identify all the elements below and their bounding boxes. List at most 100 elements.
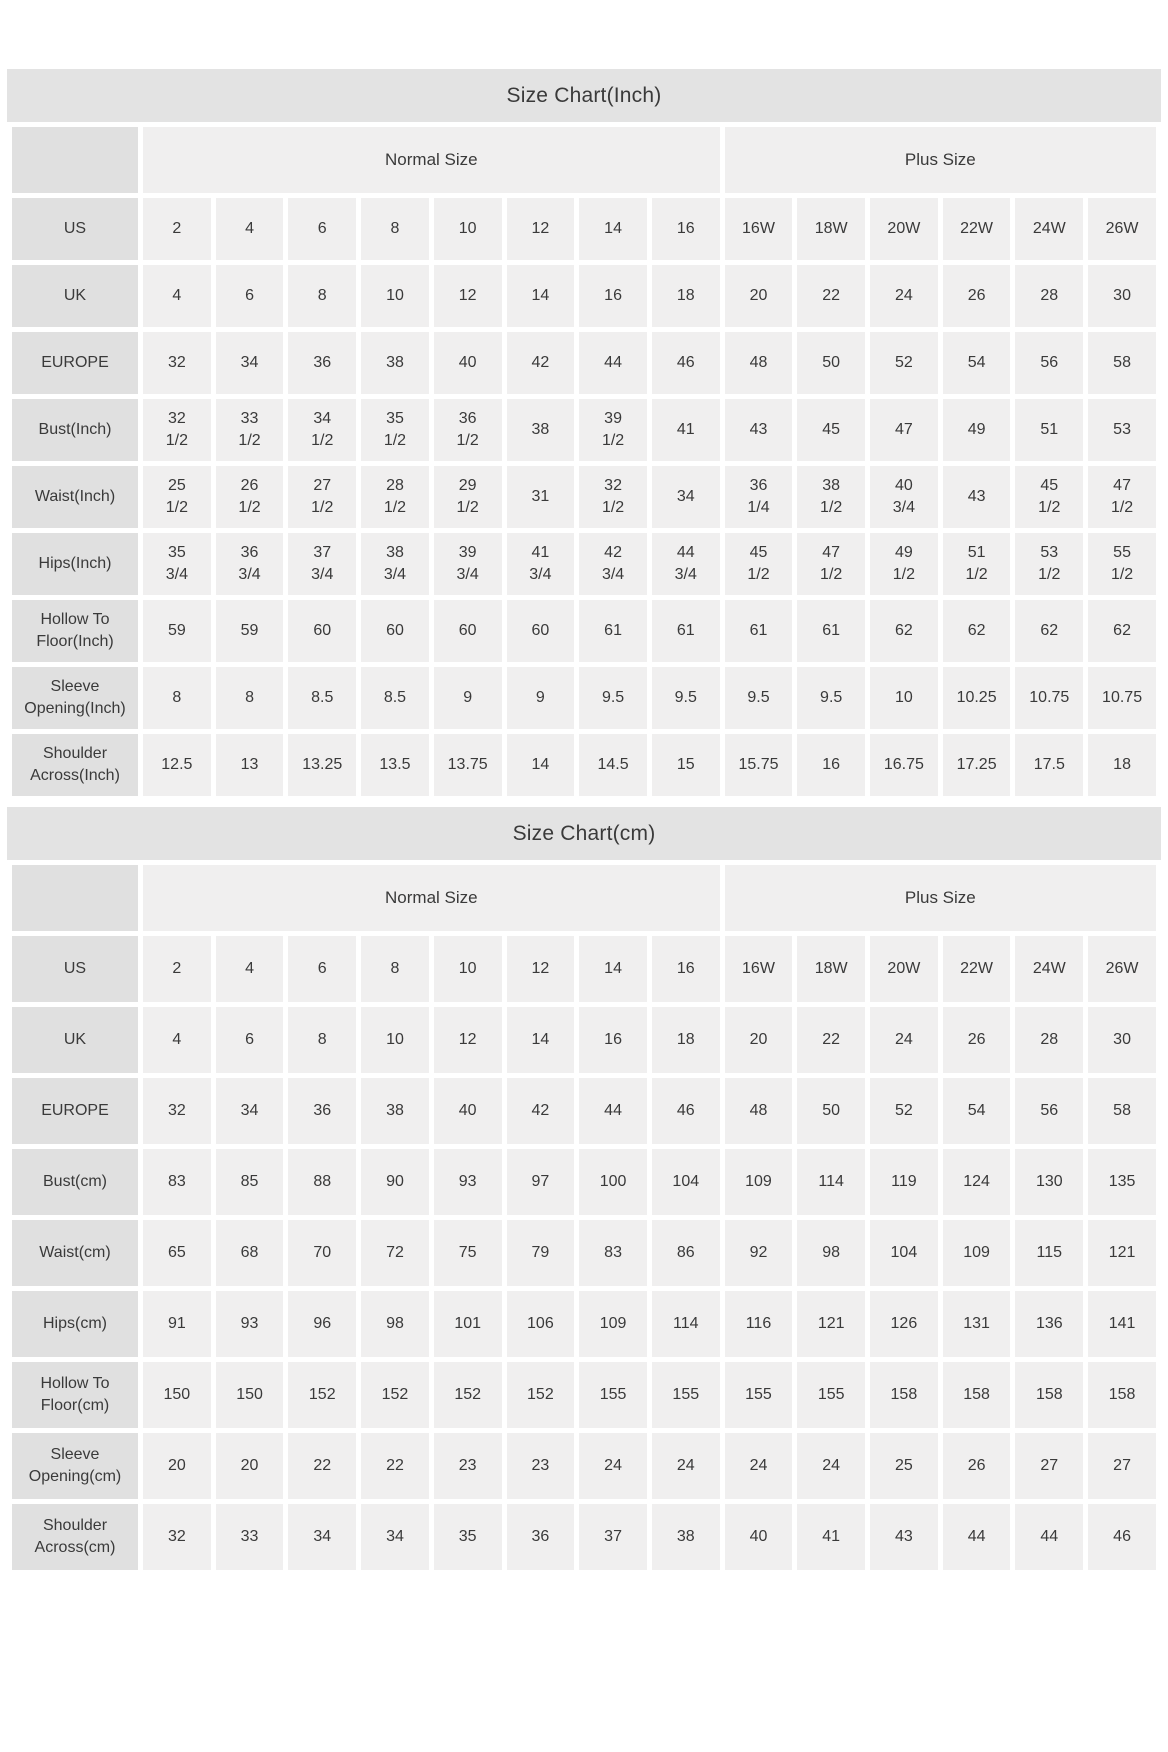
table-cell: 17.5 (1015, 734, 1084, 796)
table-cell: 62 (1088, 600, 1156, 662)
table-cell: 24 (579, 1433, 647, 1499)
column-group-plus-size: Plus Size (724, 865, 1156, 931)
table-cell: 36 1/4 (724, 466, 793, 528)
table-cell: 47 1/2 (797, 533, 866, 595)
table-cell: 155 (724, 1362, 793, 1428)
table-cell: 51 1/2 (942, 533, 1011, 595)
table-cell: 100 (579, 1149, 647, 1215)
table-cell: 30 (1088, 265, 1156, 327)
table-cell: 62 (1015, 600, 1084, 662)
table-cell: 27 (1088, 1433, 1156, 1499)
table-cell: 45 1/2 (724, 533, 793, 595)
table-cell: 26W (1088, 936, 1156, 1002)
table-cell: 12 (506, 936, 575, 1002)
row-label: UK (12, 1007, 138, 1073)
table-cell: 10 (870, 667, 938, 729)
table-cell: 75 (433, 1220, 502, 1286)
table-cell: 6 (215, 1007, 284, 1073)
table-cell: 93 (433, 1149, 502, 1215)
table-cell: 60 (361, 600, 429, 662)
table-cell: 59 (143, 600, 211, 662)
column-group-plus-size: Plus Size (724, 127, 1156, 193)
size-chart-cm-title: Size Chart(cm) (7, 807, 1161, 860)
table-cell: 101 (433, 1291, 502, 1357)
table-cell: 22W (942, 198, 1011, 260)
table-cell: 53 (1088, 399, 1156, 461)
column-group-normal-size: Normal Size (143, 127, 720, 193)
table-cell: 14 (579, 198, 647, 260)
table-cell: 17.25 (942, 734, 1011, 796)
size-table-inch: Normal Size Plus Size US 2 4 6 8 10 12 14 16 16W 18… (7, 122, 1161, 801)
table-cell: 20 (143, 1433, 211, 1499)
table-row: Waist(cm) 65 68 70 72 75 79 83 86 92 98 104 109 115 12… (12, 1220, 1156, 1286)
table-cell: 152 (506, 1362, 575, 1428)
table-cell: 34 (215, 332, 284, 394)
table-row: EUROPE 32 34 36 38 40 42 44 46 48 50 52 54 56 58 (12, 1078, 1156, 1144)
table-cell: 106 (506, 1291, 575, 1357)
table-cell: 44 (1015, 1504, 1084, 1570)
table-cell: 16 (579, 265, 647, 327)
row-label: EUROPE (12, 1078, 138, 1144)
table-cell: 18 (651, 265, 720, 327)
table-cell: 22 (288, 1433, 357, 1499)
table-cell: 93 (215, 1291, 284, 1357)
table-cell: 10 (433, 198, 502, 260)
table-cell: 52 (870, 332, 938, 394)
table-cell: 24W (1015, 936, 1084, 1002)
table-cell: 10 (361, 265, 429, 327)
table-cell: 114 (651, 1291, 720, 1357)
table-cell: 16W (724, 198, 793, 260)
row-label: US (12, 936, 138, 1002)
table-cell: 98 (797, 1220, 866, 1286)
table-cell: 47 (870, 399, 938, 461)
table-cell: 8 (361, 198, 429, 260)
table-cell: 27 (1015, 1433, 1084, 1499)
table-cell: 35 1/2 (361, 399, 429, 461)
table-cell: 45 1/2 (1015, 466, 1084, 528)
corner-cell (12, 865, 138, 931)
table-cell: 24W (1015, 198, 1084, 260)
table-cell: 9.5 (724, 667, 793, 729)
table-cell: 9 (433, 667, 502, 729)
table-cell: 56 (1015, 1078, 1084, 1144)
table-cell: 10.25 (942, 667, 1011, 729)
table-cell: 25 1/2 (143, 466, 211, 528)
table-cell: 45 (797, 399, 866, 461)
table-cell: 91 (143, 1291, 211, 1357)
table-cell: 79 (506, 1220, 575, 1286)
table-cell: 42 3/4 (579, 533, 647, 595)
table-cell: 16.75 (870, 734, 938, 796)
table-cell: 2 (143, 936, 211, 1002)
table-cell: 158 (870, 1362, 938, 1428)
size-chart-inch-title: Size Chart(Inch) (7, 69, 1161, 122)
table-cell: 141 (1088, 1291, 1156, 1357)
table-row: US 2 4 6 8 10 12 14 16 16W 18W 20W 22W 24W 26W (12, 198, 1156, 260)
table-cell: 38 (651, 1504, 720, 1570)
row-label: Sleeve Opening(Inch) (12, 667, 138, 729)
table-cell: 14 (506, 265, 575, 327)
table-cell: 41 3/4 (506, 533, 575, 595)
table-cell: 85 (215, 1149, 284, 1215)
row-label: Bust(Inch) (12, 399, 138, 461)
row-label: Bust(cm) (12, 1149, 138, 1215)
table-cell: 13.5 (361, 734, 429, 796)
table-cell: 47 1/2 (1088, 466, 1156, 528)
table-cell: 28 (1015, 265, 1084, 327)
table-cell: 40 3/4 (870, 466, 938, 528)
table-cell: 12 (433, 1007, 502, 1073)
row-label: Waist(Inch) (12, 466, 138, 528)
table-cell: 10 (361, 1007, 429, 1073)
table-cell: 22 (797, 1007, 866, 1073)
table-cell: 50 (797, 1078, 866, 1144)
table-cell: 24 (651, 1433, 720, 1499)
table-cell: 32 1/2 (579, 466, 647, 528)
table-cell: 30 (1088, 1007, 1156, 1073)
table-cell: 104 (651, 1149, 720, 1215)
table-cell: 61 (724, 600, 793, 662)
table-cell: 46 (651, 332, 720, 394)
corner-cell (12, 127, 138, 193)
table-cell: 8 (288, 265, 357, 327)
table-cell: 9 (506, 667, 575, 729)
table-cell: 37 (579, 1504, 647, 1570)
table-cell: 86 (651, 1220, 720, 1286)
